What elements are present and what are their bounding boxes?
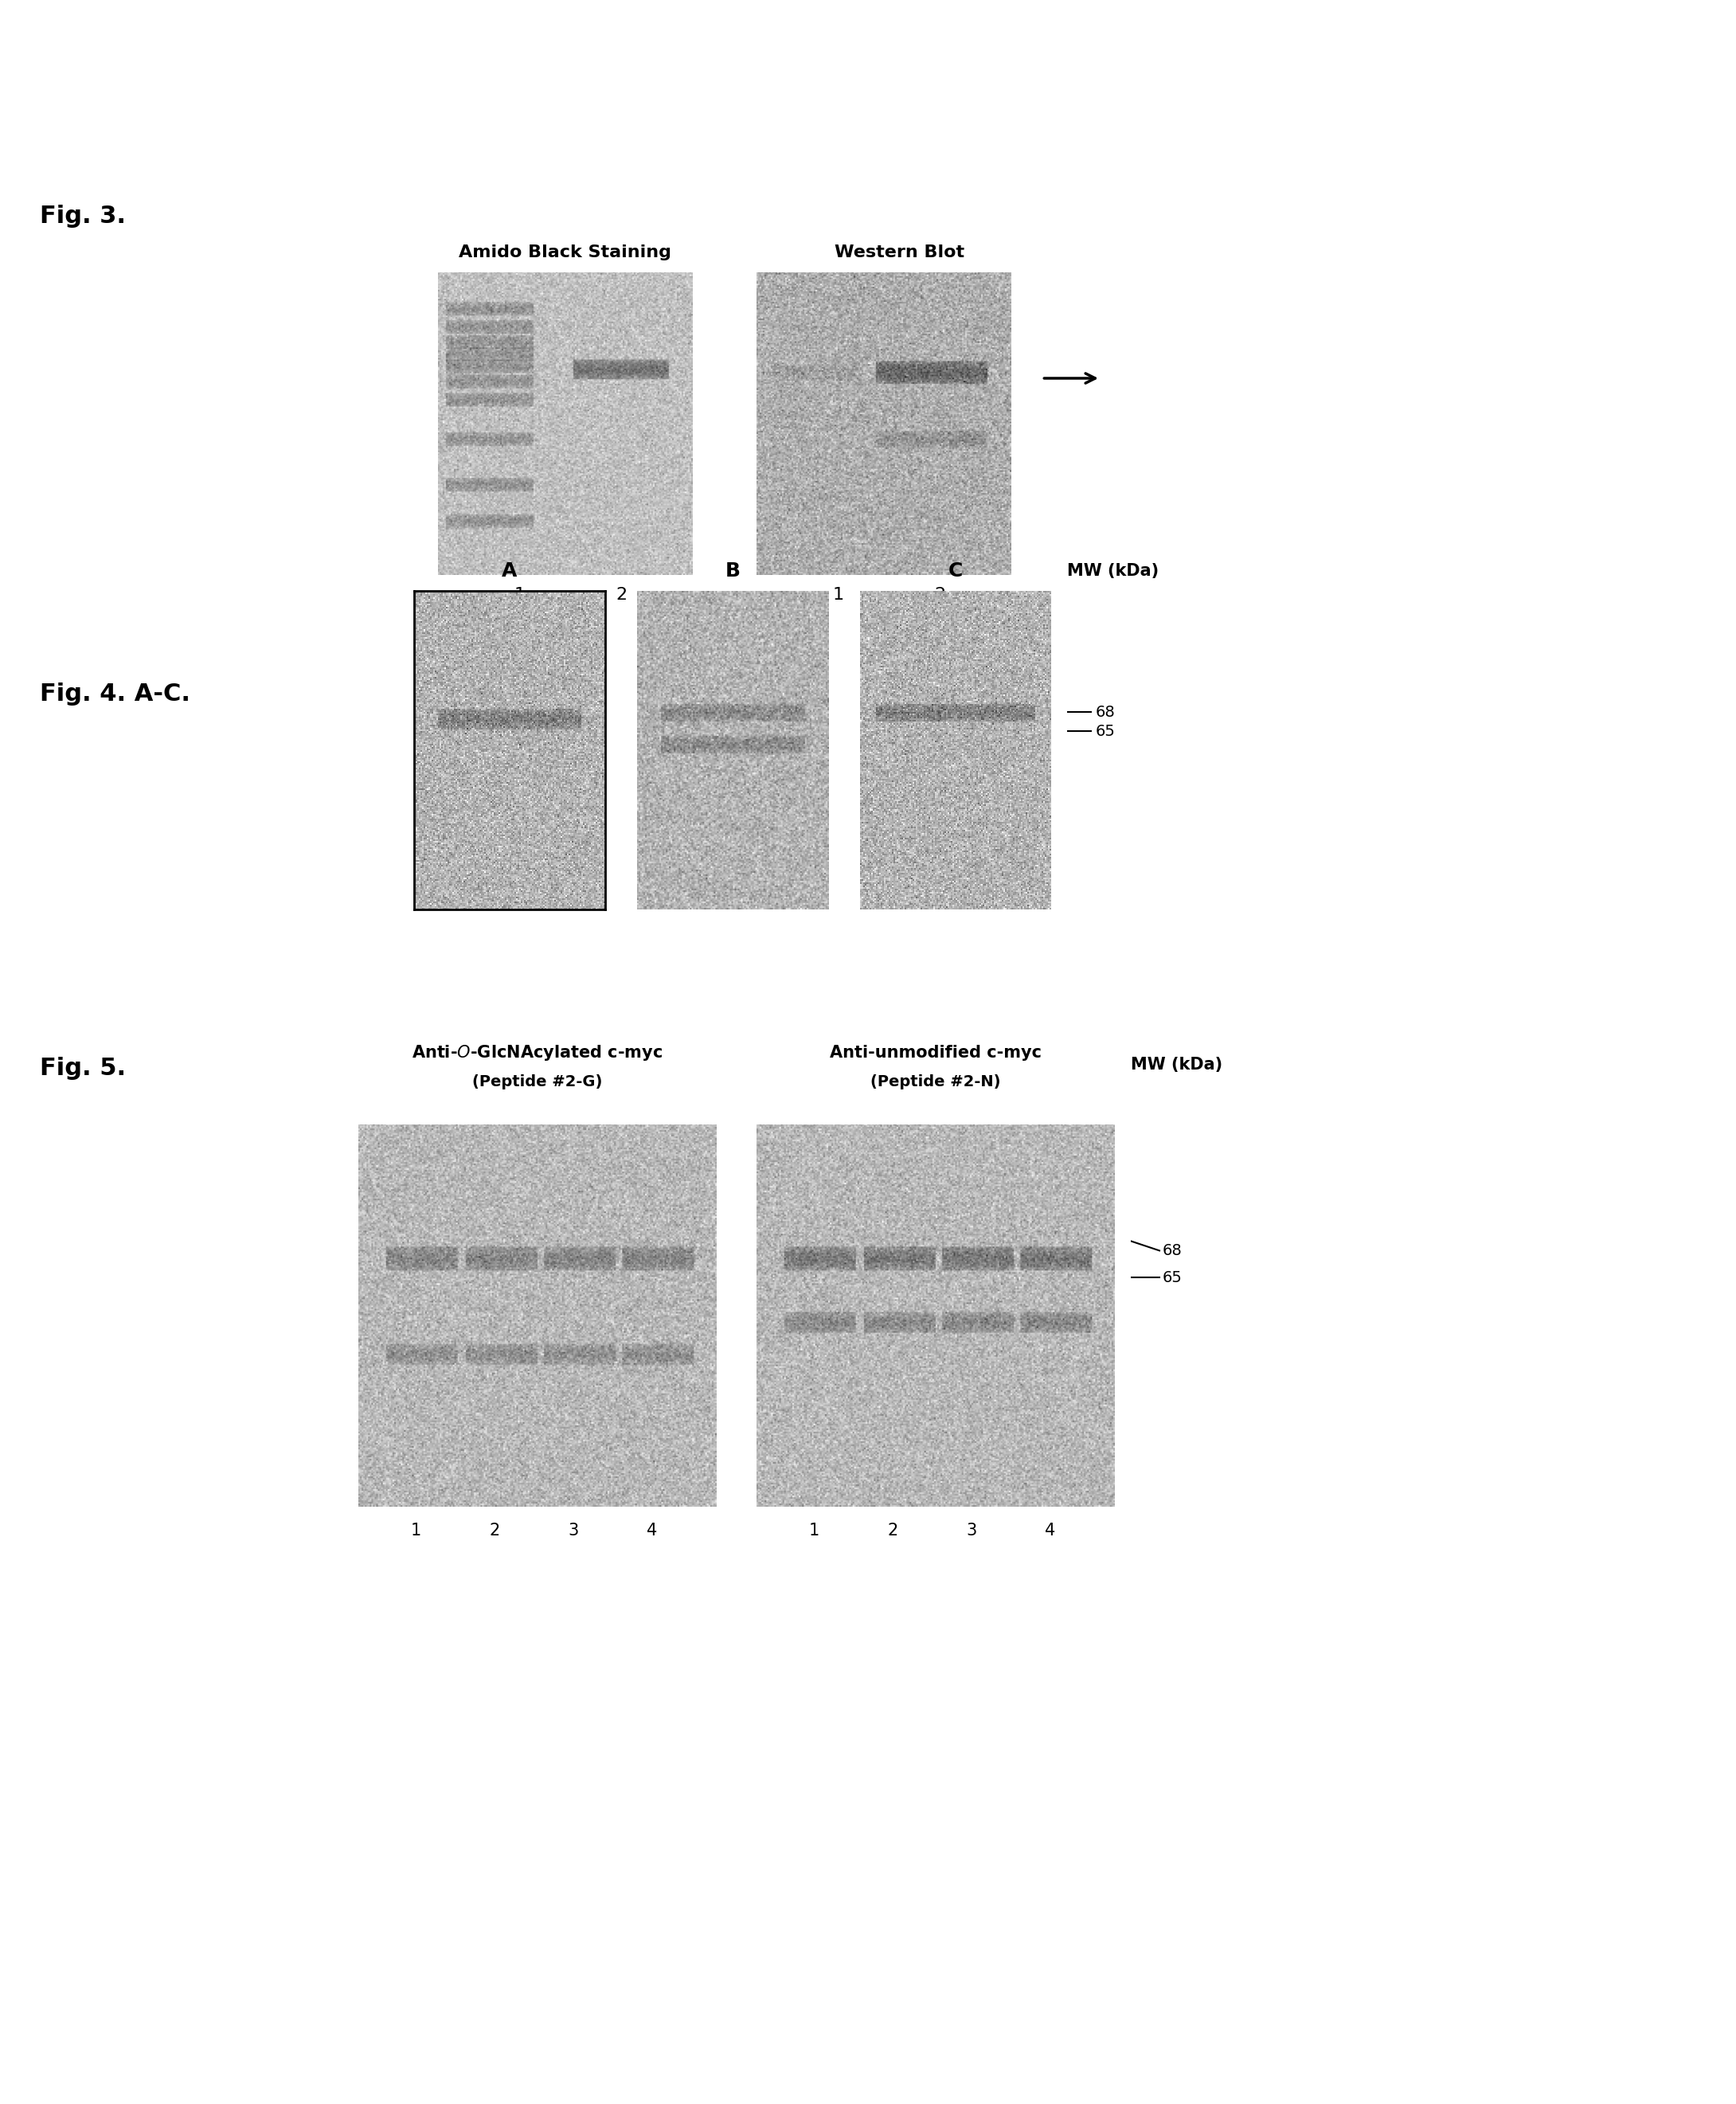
Text: 3: 3 [967,1523,977,1538]
Text: 1: 1 [514,587,526,604]
Text: C: C [948,562,963,581]
Text: 2: 2 [490,1523,500,1538]
Text: 2: 2 [887,1523,898,1538]
Text: (Peptide #2-G): (Peptide #2-G) [472,1073,602,1090]
Text: Fig. 4. A-C.: Fig. 4. A-C. [40,684,191,707]
Text: Anti-$\it{O}$-GlcNAcylated c-myc: Anti-$\it{O}$-GlcNAcylated c-myc [411,1044,663,1063]
Text: MW (kDa): MW (kDa) [1130,1056,1222,1073]
Text: B: B [726,562,740,581]
Text: Amido Black Staining: Amido Black Staining [458,244,672,261]
Text: (Peptide #2-N): (Peptide #2-N) [870,1073,1000,1090]
Text: 4: 4 [1045,1523,1055,1538]
Text: 65: 65 [1095,724,1116,739]
Text: Fig. 3.: Fig. 3. [40,204,125,227]
Text: 65: 65 [1163,1271,1182,1286]
Text: 68: 68 [1095,705,1116,720]
Text: 68: 68 [1163,1243,1182,1258]
Text: Fig. 5.: Fig. 5. [40,1056,127,1079]
Text: 3: 3 [568,1523,578,1538]
Text: 1: 1 [833,587,844,604]
Text: 1: 1 [809,1523,819,1538]
Text: Western Blot: Western Blot [835,244,965,261]
Text: 2: 2 [616,587,627,604]
Text: Anti-unmodified c-myc: Anti-unmodified c-myc [830,1046,1042,1060]
Text: 4: 4 [648,1523,658,1538]
Text: 2: 2 [934,587,946,604]
Text: 1: 1 [410,1523,420,1538]
Text: A: A [502,562,517,581]
Text: MW (kDa): MW (kDa) [1068,564,1158,579]
